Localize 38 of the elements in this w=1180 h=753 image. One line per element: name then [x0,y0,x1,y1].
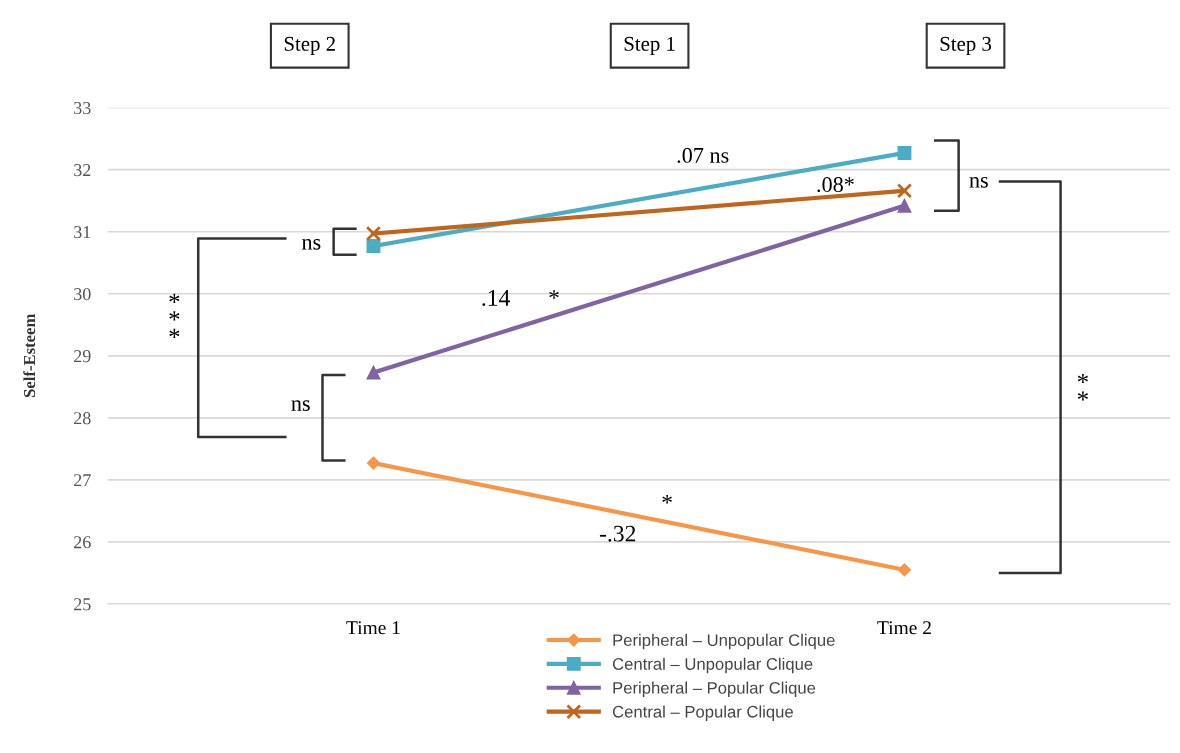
annotation: .07 ns [677,147,729,163]
text: Step 1 [624,36,675,56]
y-tick-label: 31 [74,226,91,239]
annotation: -.32 [599,525,636,542]
point [366,456,381,470]
y-tick-label: 27 [74,474,91,487]
legend-label: Peripheral – Popular Clique [613,681,816,698]
y-tick-label: 25 [74,598,91,611]
annotation: ** [1077,373,1088,401]
point [896,183,913,199]
annotation: .14 [482,290,510,306]
y-tick-label: 26 [74,536,91,549]
y-tick-label: 30 [74,288,91,301]
point [366,239,381,253]
y-axis-title: Self-Esteem [23,313,36,398]
legend-label: Peripheral – Unpopular Clique [613,633,835,650]
annotation: *** [169,293,180,338]
legend-label: Central – Popular Clique [612,705,793,721]
y-tick-label: 29 [74,350,91,363]
annotation: * [662,494,672,504]
x-tick-label: Time 2 [877,621,931,635]
y-tick-label: 28 [74,412,91,425]
x-tick-label: Time 1 [346,621,400,635]
point [365,225,382,242]
y-tick-label: 33 [74,101,91,115]
text: Step 3 [940,36,992,56]
annotation: ns [969,176,988,188]
point [897,198,912,213]
annotation: ns [301,239,321,250]
annotation: .08* [817,177,854,193]
point [897,146,912,160]
legend-label: Central – Unpopular Clique [612,657,813,674]
text: Step 2 [284,36,335,56]
annotation: ns [291,400,310,411]
y-tick-label: 32 [74,164,91,177]
annotation: * [549,290,559,299]
point [366,365,381,380]
point [897,563,912,577]
